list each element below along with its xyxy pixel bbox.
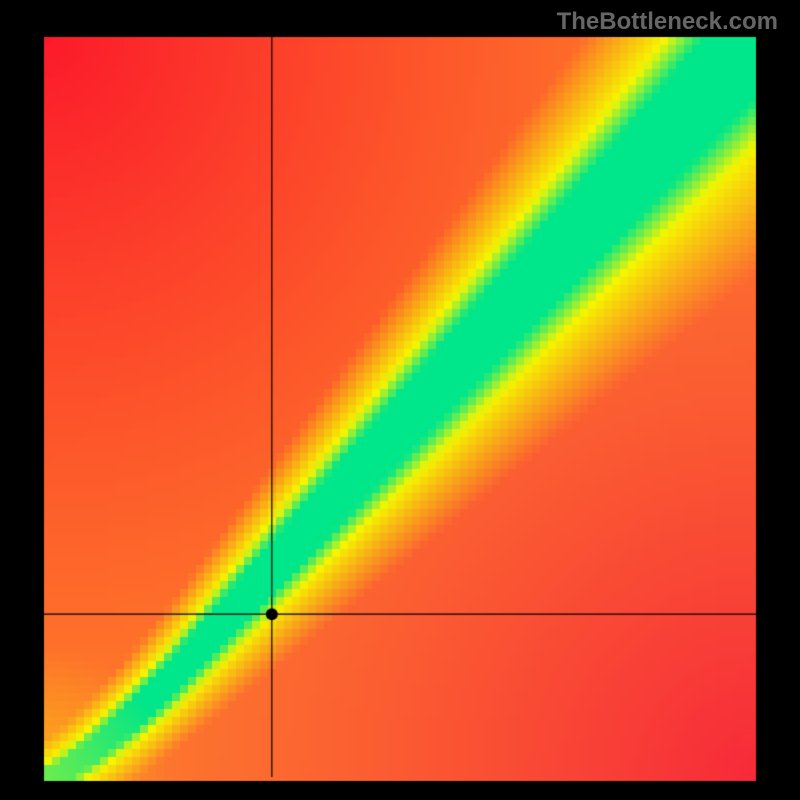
heatmap-canvas — [0, 0, 800, 800]
chart-container: TheBottleneck.com — [0, 0, 800, 800]
watermark-text: TheBottleneck.com — [557, 8, 778, 36]
